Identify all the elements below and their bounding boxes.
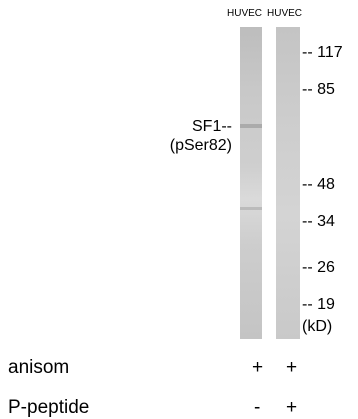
protein-label: SF1-- [192,119,232,135]
marker-label: -- 48 [302,177,335,193]
treatment-sign: + [286,358,297,377]
marker-label: -- 19 [302,297,335,313]
marker-label: -- 85 [302,82,335,98]
treatment-label: P-peptide [8,398,89,417]
unit-label: (kD) [302,319,332,335]
marker-label: -- 34 [302,214,335,230]
lane-label: HUVEC [227,9,262,19]
treatment-sign: + [286,398,297,417]
marker-label: -- 117 [302,45,343,61]
treatment-sign: + [252,358,263,377]
treatment-sign: - [254,398,260,417]
marker-label: -- 26 [302,260,335,276]
lane-2 [276,27,300,339]
treatment-label: anisom [8,358,69,377]
lane-label: HUVEC [267,9,302,19]
band [240,207,262,210]
protein-label: (pSer82) [170,138,232,154]
blot-figure: HUVEC HUVEC -- 117 -- 85 -- 48 -- 34 -- … [0,0,358,419]
lane-1 [240,27,262,339]
band [240,124,262,128]
